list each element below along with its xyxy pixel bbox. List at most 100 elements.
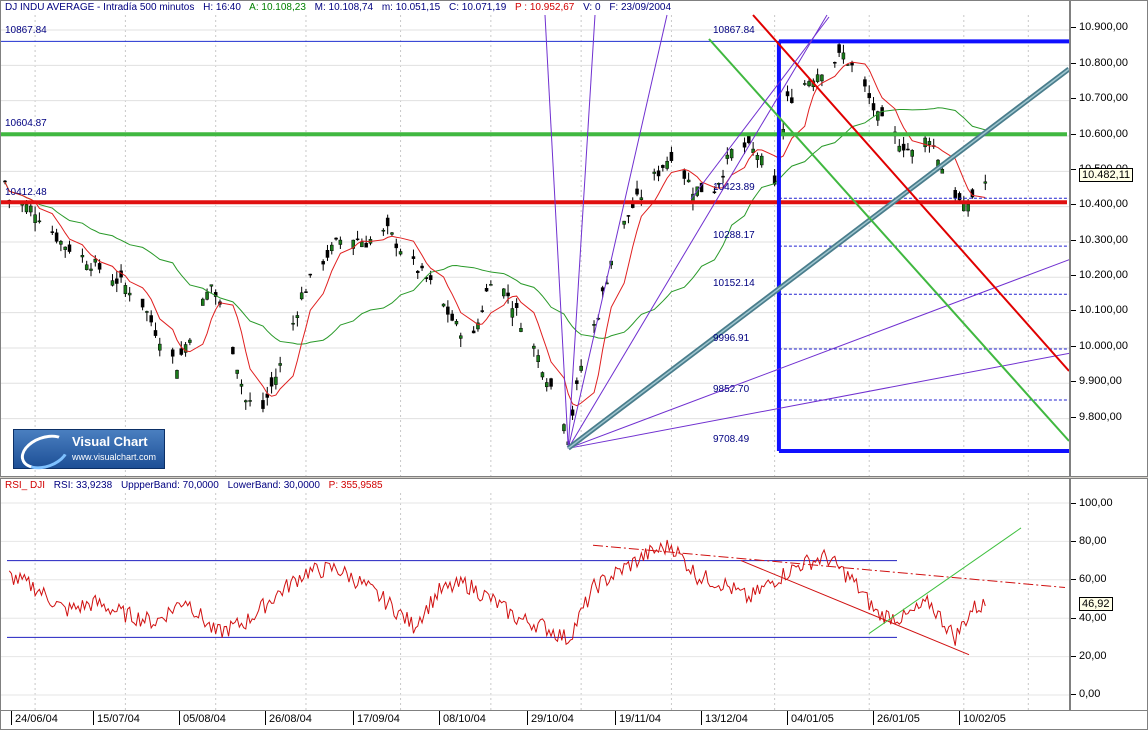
fib-label-5: 9852.70	[713, 384, 750, 395]
candle-body	[867, 93, 871, 99]
candle-body	[183, 344, 188, 353]
candle-body	[295, 315, 300, 319]
candle-body	[248, 400, 252, 402]
date-tick: 24/06/04	[11, 711, 58, 725]
candle-body	[923, 137, 927, 148]
price-tick: 10.200,00	[1071, 269, 1128, 281]
candle-body	[833, 62, 837, 64]
candle-body	[940, 168, 945, 174]
rsi-tick: 0,00	[1070, 688, 1101, 700]
candle-body	[562, 424, 566, 432]
candle-body	[863, 79, 867, 87]
candle-body	[837, 44, 841, 53]
candle-body	[321, 261, 325, 265]
price-axis[interactable]: 10.900,00 10.800,00 10.700,00 10.600,00 …	[1070, 0, 1148, 477]
visual-chart-logo: Visual Chart www.visualchart.com	[13, 428, 165, 476]
candle-body	[351, 239, 356, 249]
candle-body	[759, 155, 764, 166]
price-chart-svg	[1, 14, 1069, 476]
candle-body	[127, 292, 132, 296]
time-axis[interactable]: 24/06/04 15/07/04 05/08/04 26/08/04 17/0…	[0, 710, 1148, 730]
candle-body	[953, 190, 957, 199]
candle-body	[390, 232, 394, 235]
low-label: m: 10.051,15	[381, 2, 441, 13]
candle-body	[304, 291, 308, 293]
logo-url: www.visualchart.com	[72, 452, 157, 462]
candle-body	[398, 251, 403, 255]
fan-line	[568, 352, 1069, 449]
candle-body	[682, 170, 687, 179]
candle-body	[175, 370, 179, 379]
candle-body	[876, 111, 880, 121]
candle-body	[630, 203, 635, 208]
price-tick: 10.600,00	[1071, 128, 1128, 140]
candle-body	[179, 348, 184, 355]
candle-body	[514, 303, 519, 308]
high-label: M: 10.108,74	[314, 2, 374, 13]
candle-body	[428, 275, 433, 281]
candle-body	[536, 355, 540, 363]
ma-fast-line	[4, 61, 986, 407]
candle-body	[579, 365, 583, 371]
fib-label-4: 9996.91	[713, 333, 750, 344]
fan-line	[567, 14, 668, 449]
candle-body	[669, 151, 674, 161]
candle-body	[983, 181, 988, 184]
price-current-value: 10.482,11	[1079, 168, 1134, 182]
rsi-value: RSI: 33,9238	[53, 480, 113, 491]
candle-body	[502, 288, 506, 297]
candle-body	[364, 242, 368, 248]
candle-body	[755, 154, 760, 160]
candle-body	[966, 204, 970, 212]
fan-line	[567, 14, 596, 449]
price-tick: 10.100,00	[1071, 304, 1128, 316]
candle-body	[742, 142, 747, 148]
candle-body	[544, 382, 549, 388]
candle-body	[729, 149, 734, 159]
candle-body	[476, 322, 480, 330]
rsi-chart-pane[interactable]: RSI_ DJI RSI: 33,9238 UppperBand: 70,000…	[0, 478, 1070, 711]
candle-body	[278, 363, 282, 366]
candle-body	[716, 183, 721, 185]
candle-body	[338, 239, 343, 245]
candle-body	[815, 74, 820, 82]
date-tick: 15/07/04	[93, 711, 140, 725]
rsi-chart-svg	[1, 493, 1069, 710]
candle-body	[360, 241, 364, 248]
fib-label-6: 9708.49	[713, 434, 750, 445]
candle-body	[751, 148, 755, 153]
candle-body	[802, 83, 807, 85]
open-label: A: 10.108,23	[249, 2, 306, 13]
candle-body	[600, 287, 605, 292]
candle-body	[188, 339, 192, 343]
candle-body	[772, 175, 777, 185]
rsi-tick: 60,00	[1071, 573, 1107, 585]
candle-body	[235, 369, 239, 374]
rsi-downtrend-line	[740, 560, 970, 656]
rsi-header: RSI_ DJI RSI: 33,9238 UppperBand: 70,000…	[5, 480, 389, 491]
candle-body	[519, 328, 523, 332]
candle-body	[149, 315, 153, 323]
rsi-axis[interactable]: 100,00 80,00 60,00 40,00 20,00 0,00 46,9…	[1070, 478, 1148, 711]
candle-group	[3, 40, 988, 449]
candle-body	[3, 180, 7, 183]
price-tick: 10.300,00	[1071, 234, 1128, 246]
candle-body	[549, 378, 553, 387]
candle-body	[394, 243, 399, 249]
fib-label-3: 10152.14	[713, 278, 755, 289]
price-tick: 9.800,00	[1071, 411, 1122, 423]
fan-line	[568, 259, 1069, 449]
candle-body	[489, 284, 493, 286]
candle-body	[231, 346, 235, 355]
date-tick: 19/11/04	[614, 711, 662, 725]
candle-body	[97, 263, 102, 270]
candle-body	[110, 280, 115, 286]
price-tick: 10.400,00	[1071, 198, 1128, 210]
price-tick: 9.900,00	[1071, 375, 1122, 387]
date-tick: 05/08/04	[179, 711, 226, 725]
level-label-green: 10604.87	[5, 118, 47, 129]
candle-body	[24, 204, 29, 213]
date-tick: 17/09/04	[353, 711, 400, 725]
symbol-label: DJ INDU AVERAGE - Intradía 500 minutos	[5, 2, 195, 13]
price-chart-pane[interactable]: DJ INDU AVERAGE - Intradía 500 minutos H…	[0, 0, 1070, 477]
